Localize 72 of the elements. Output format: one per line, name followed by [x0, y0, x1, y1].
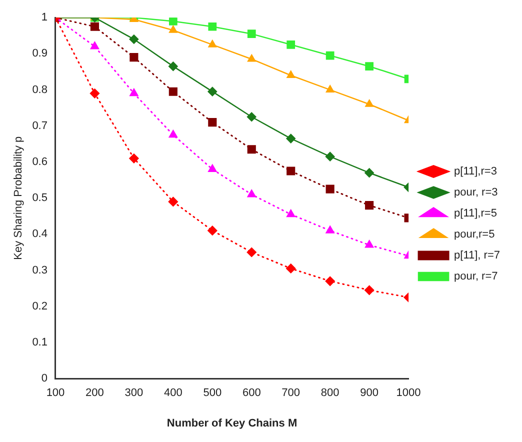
- point: [208, 164, 217, 172]
- y-tick-label: 0.5: [32, 192, 48, 204]
- x-tick-label: 1000: [396, 387, 421, 400]
- point: [325, 276, 335, 286]
- y-tick-label: 0.9: [32, 48, 48, 60]
- point: [129, 34, 139, 44]
- point: [286, 40, 296, 49]
- point: [286, 166, 296, 176]
- y-tick-label: 0.8: [32, 84, 48, 96]
- point: [365, 62, 374, 71]
- point: [168, 196, 178, 206]
- point: [286, 134, 296, 144]
- legend-label: pour, r=7: [454, 270, 498, 283]
- x-tick-label: 500: [203, 387, 222, 400]
- point: [247, 30, 256, 38]
- point: [246, 248, 256, 257]
- point: [130, 88, 138, 96]
- point: [168, 87, 178, 96]
- x-tick-label: 700: [282, 387, 300, 400]
- legend-label: pour, r=3: [454, 186, 498, 199]
- point: [247, 145, 256, 154]
- point: [365, 201, 374, 210]
- point: [248, 54, 256, 62]
- point: [130, 53, 138, 62]
- point: [90, 88, 100, 98]
- point: [365, 240, 374, 248]
- point: [326, 85, 334, 92]
- y-tick-label: 1: [41, 12, 48, 24]
- point: [168, 130, 178, 138]
- legend-label: pour,r=5: [454, 228, 495, 241]
- y-tick-label: 0: [41, 372, 48, 385]
- point: [286, 70, 295, 78]
- point: [325, 152, 335, 162]
- y-axis-title: Key Sharing Probability p: [12, 136, 25, 260]
- point: [247, 190, 256, 198]
- point: [326, 51, 334, 60]
- point: [208, 226, 218, 236]
- y-tick-label: 0.7: [32, 120, 48, 132]
- y-tick-label: 0.6: [32, 156, 48, 168]
- legend-label: p[11],r=3: [454, 166, 497, 178]
- point: [168, 18, 178, 26]
- x-tick-label: 600: [242, 387, 261, 400]
- point: [326, 226, 334, 234]
- point: [364, 168, 374, 178]
- x-tick-label: 200: [86, 387, 104, 400]
- legend-label: p[11], r=7: [454, 250, 500, 262]
- point: [365, 100, 374, 107]
- y-tick-label: 0.2: [32, 300, 48, 312]
- point: [208, 40, 217, 48]
- x-tick-label: 100: [46, 387, 65, 400]
- point: [208, 86, 218, 96]
- x-tick-label: 900: [360, 387, 378, 400]
- y-tick-label: 0.4: [32, 228, 48, 240]
- x-tick-label: 300: [124, 387, 144, 400]
- point: [364, 285, 374, 295]
- point: [169, 26, 178, 33]
- point: [168, 62, 178, 71]
- legend-label: p[11],r=5: [454, 208, 497, 220]
- y-tick-label: 0.1: [32, 336, 48, 349]
- point: [246, 112, 256, 122]
- y-tick-label: 0.3: [32, 264, 48, 276]
- point: [90, 42, 99, 50]
- point: [208, 22, 217, 31]
- point: [326, 184, 334, 194]
- point: [286, 264, 296, 274]
- x-tick-label: 400: [164, 387, 182, 400]
- point: [129, 154, 139, 164]
- x-axis-title: Number of Key Chains M: [166, 417, 298, 430]
- point: [286, 210, 296, 218]
- point: [208, 118, 217, 127]
- x-tick-label: 800: [320, 387, 340, 400]
- point: [90, 22, 100, 31]
